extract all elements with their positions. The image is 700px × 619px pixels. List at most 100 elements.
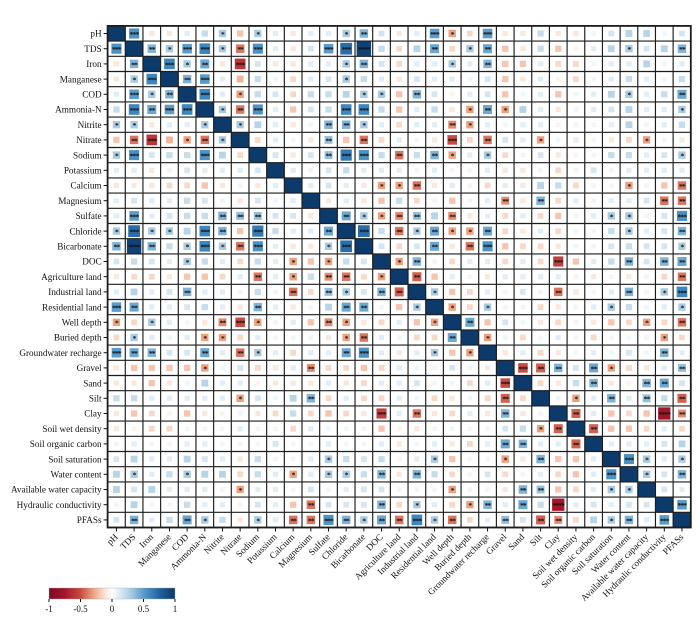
matrix-cell xyxy=(608,243,615,250)
cell-significance-stars: ** xyxy=(679,258,686,267)
matrix-cell xyxy=(199,88,211,100)
matrix-cell xyxy=(678,75,686,83)
matrix-cell xyxy=(324,120,333,129)
matrix-cell xyxy=(148,90,156,98)
matrix-cell-diagonal xyxy=(425,299,444,315)
matrix-cell xyxy=(555,471,562,478)
matrix-cell xyxy=(644,76,650,82)
matrix-cell xyxy=(255,334,261,341)
matrix-cell xyxy=(272,517,279,523)
cell-significance-stars: * xyxy=(380,182,384,191)
matrix-cell xyxy=(537,349,544,356)
matrix-cell xyxy=(252,43,263,54)
matrix-cell xyxy=(130,121,138,129)
matrix-cell xyxy=(290,106,297,113)
matrix-cell xyxy=(359,135,369,145)
matrix-cell xyxy=(236,211,245,220)
matrix-cell xyxy=(201,364,209,372)
cell-significance-stars: * xyxy=(680,152,684,161)
matrix-cell xyxy=(520,395,526,402)
matrix-cell xyxy=(608,258,615,265)
matrix-cell xyxy=(235,242,245,251)
matrix-cell xyxy=(518,439,528,449)
matrix-cell xyxy=(679,30,685,37)
matrix-cell xyxy=(290,152,296,158)
matrix-cell xyxy=(538,335,543,340)
cell-significance-stars: * xyxy=(221,45,225,54)
matrix-cell xyxy=(591,456,597,462)
matrix-cell xyxy=(626,198,632,204)
cell-significance-stars: ** xyxy=(326,228,333,237)
matrix-cell xyxy=(307,258,314,265)
matrix-cell xyxy=(553,424,563,434)
matrix-cell xyxy=(676,286,688,298)
cell-significance-stars: *** xyxy=(130,91,140,100)
matrix-cell xyxy=(465,242,475,251)
matrix-cell xyxy=(661,122,667,128)
matrix-cell xyxy=(414,197,420,204)
matrix-cell xyxy=(644,350,649,356)
matrix-cell xyxy=(537,152,544,158)
matrix-cell xyxy=(448,120,457,129)
cell-significance-stars: * xyxy=(433,319,437,328)
matrix-cell xyxy=(149,517,155,523)
matrix-cell xyxy=(308,30,314,37)
matrix-cell xyxy=(431,106,438,113)
matrix-cell xyxy=(166,425,173,432)
matrix-cell xyxy=(342,288,350,296)
matrix-cell xyxy=(359,302,369,312)
cell-significance-stars: *** xyxy=(625,456,635,465)
matrix-cell xyxy=(308,76,314,82)
matrix-cell-diagonal xyxy=(195,101,214,118)
matrix-cell xyxy=(644,122,649,128)
cell-significance-stars: ** xyxy=(538,486,545,495)
cell-significance-stars: * xyxy=(256,319,260,328)
matrix-cell xyxy=(128,225,140,237)
matrix-cell xyxy=(644,91,650,97)
matrix-cell xyxy=(485,426,490,432)
matrix-cell xyxy=(290,243,296,249)
matrix-cell xyxy=(661,167,667,173)
matrix-cell xyxy=(661,106,667,113)
cell-significance-stars: ** xyxy=(467,319,474,328)
matrix-cell xyxy=(661,228,668,234)
matrix-cell xyxy=(220,441,225,447)
matrix-cell xyxy=(183,273,191,280)
matrix-cell xyxy=(518,500,528,510)
matrix-cell xyxy=(679,334,685,341)
matrix-cell xyxy=(378,106,385,113)
cell-significance-stars: * xyxy=(574,395,578,404)
colorbar-tick-label: -0.5 xyxy=(73,604,88,614)
matrix-cell-diagonal xyxy=(496,360,515,376)
matrix-cell xyxy=(518,485,528,494)
cell-significance-stars: ** xyxy=(644,380,651,389)
matrix-cell xyxy=(571,408,581,419)
cell-significance-stars: *** xyxy=(200,228,210,237)
matrix-cell xyxy=(518,363,528,373)
matrix-cell xyxy=(520,228,526,234)
matrix-cell xyxy=(182,74,192,84)
matrix-cell xyxy=(254,455,261,463)
matrix-cell xyxy=(643,501,650,508)
matrix-cell xyxy=(661,456,667,462)
matrix-cell xyxy=(272,441,279,447)
matrix-cell xyxy=(237,365,244,371)
matrix-cell xyxy=(626,274,632,280)
matrix-cell-diagonal xyxy=(302,193,320,209)
cell-significance-stars: * xyxy=(539,136,543,145)
matrix-cell xyxy=(218,105,227,114)
matrix-cell xyxy=(343,365,350,371)
cell-significance-stars: * xyxy=(186,243,190,252)
matrix-cell xyxy=(484,471,491,478)
matrix-cell xyxy=(342,333,350,342)
matrix-cell xyxy=(326,487,331,492)
matrix-cell xyxy=(342,29,350,38)
y-axis-label: COD xyxy=(82,90,102,100)
matrix-cell xyxy=(413,501,421,509)
matrix-cell xyxy=(572,258,580,265)
cell-significance-stars: ** xyxy=(449,516,456,525)
cell-significance-stars: ** xyxy=(149,106,156,115)
matrix-cell xyxy=(148,273,155,280)
matrix-cell xyxy=(449,45,456,52)
